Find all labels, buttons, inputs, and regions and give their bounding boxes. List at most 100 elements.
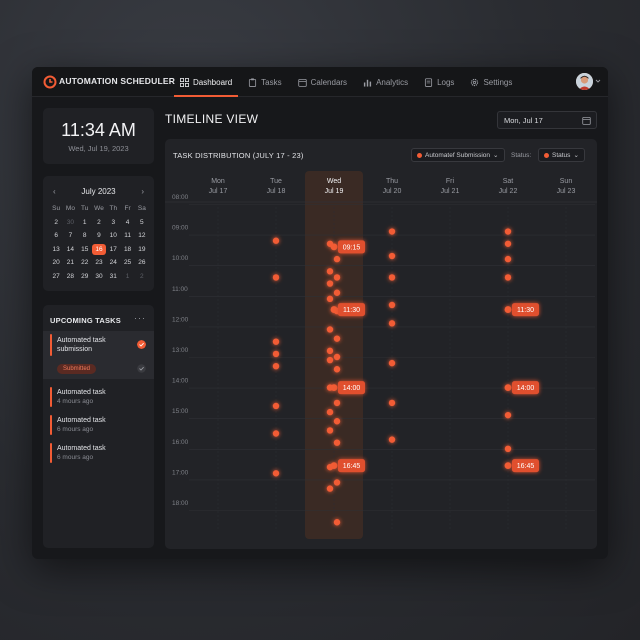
calendar-day[interactable]: 7 bbox=[68, 232, 73, 240]
calendar-month: July 2023 bbox=[81, 187, 116, 196]
task-point bbox=[388, 274, 396, 281]
calendar-day[interactable]: 23 bbox=[95, 259, 103, 267]
app-title: AUTOMATION SCHEDULER bbox=[59, 76, 176, 86]
calendar-weekday: Sa bbox=[137, 205, 146, 212]
task-item[interactable]: Automated task submission Submitted bbox=[43, 331, 154, 379]
calendar-day[interactable]: 3 bbox=[111, 218, 116, 226]
user-avatar[interactable] bbox=[576, 73, 593, 90]
task-point bbox=[504, 411, 512, 419]
day-label: Thu bbox=[386, 178, 398, 185]
calendar-day[interactable]: 2 bbox=[140, 272, 144, 280]
task-point bbox=[272, 430, 280, 437]
check-circle-icon bbox=[137, 364, 146, 373]
calendar-day[interactable]: 2 bbox=[97, 218, 101, 226]
time-callout-label: 11:30 bbox=[517, 307, 534, 314]
calendar-day[interactable]: 19 bbox=[138, 245, 146, 253]
calendar-day[interactable]: 5 bbox=[140, 218, 144, 226]
task-point bbox=[388, 320, 396, 327]
task-item[interactable]: Automated task 6 mours ago bbox=[43, 415, 154, 439]
nav-tasks[interactable]: Tasks bbox=[240, 67, 289, 97]
calendar-day[interactable]: 30 bbox=[95, 272, 103, 280]
calendar-day[interactable]: 13 bbox=[52, 245, 60, 253]
task-item[interactable]: Automated task 6 mours ago bbox=[43, 443, 154, 467]
clock-card: 11:34 AM Wed, Jul 19, 2023 bbox=[43, 108, 154, 164]
calendar-day[interactable]: 14 bbox=[66, 245, 75, 253]
more-options-icon[interactable]: ··· bbox=[134, 313, 146, 323]
task-distribution-panel: 08:00 09:00 10:00 11:00 12:00 13:00 14:00 15:00… bbox=[165, 139, 597, 549]
calendar-day[interactable]: 15 bbox=[81, 245, 89, 253]
task-point bbox=[504, 462, 512, 470]
calendar-weekday: Th bbox=[109, 205, 118, 212]
calendar-day[interactable]: 2 bbox=[54, 218, 58, 226]
chevron-down-icon[interactable] bbox=[595, 78, 601, 84]
calendar-day[interactable]: 9 bbox=[97, 232, 101, 240]
hour-label: 15:00 bbox=[172, 408, 189, 415]
timeline-chart: 08:00 09:00 10:00 11:00 12:00 13:00 14:00 15:00… bbox=[165, 171, 597, 539]
nav-settings[interactable]: Settings bbox=[462, 67, 520, 97]
mini-calendar: ‹ July 2023 › Su Mo Tu We Th Fr Sa 2 30 1 2 3 4 5 6 7 8 9… bbox=[43, 176, 154, 291]
calendar-day[interactable]: 12 bbox=[138, 232, 146, 240]
task-point bbox=[504, 445, 512, 452]
task-accent-bar bbox=[50, 387, 52, 407]
task-point bbox=[504, 228, 512, 235]
calendar-day[interactable]: 20 bbox=[52, 259, 60, 267]
status-filter[interactable]: Status ⌄ bbox=[538, 148, 585, 162]
status-dot-icon bbox=[417, 152, 422, 158]
calendar-day[interactable]: 17 bbox=[109, 245, 117, 253]
calendar-day[interactable]: 4 bbox=[125, 218, 130, 226]
calendar-day[interactable]: 24 bbox=[109, 259, 117, 267]
chevron-left-icon[interactable]: ‹ bbox=[53, 187, 56, 196]
task-name: Automated task bbox=[57, 445, 106, 452]
time-callout bbox=[338, 381, 365, 395]
calendar-day[interactable]: 1 bbox=[125, 272, 130, 280]
calendar-weekday: We bbox=[94, 205, 104, 212]
upcoming-tasks-card: UPCOMING TASKS ··· Automated task submis… bbox=[43, 305, 154, 548]
chevron-right-icon[interactable]: › bbox=[141, 187, 144, 196]
task-point bbox=[333, 479, 341, 486]
nav-calendars-label: Calendars bbox=[310, 77, 348, 87]
calendar-day[interactable]: 21 bbox=[66, 259, 75, 267]
nav-dashboard-label: Dashboard bbox=[193, 77, 233, 87]
time-callout-label: 16:45 bbox=[517, 463, 535, 470]
time-callout bbox=[338, 459, 365, 473]
calendar-day[interactable]: 25 bbox=[123, 259, 132, 267]
calendar-day-selected[interactable]: 16 bbox=[91, 243, 107, 256]
task-item[interactable]: Automated task 4 mours ago bbox=[43, 387, 154, 411]
calendar-day[interactable]: 22 bbox=[81, 259, 89, 267]
date-picker-value: Mon, Jul 17 bbox=[504, 116, 543, 125]
calendar-day[interactable]: 1 bbox=[82, 218, 87, 226]
task-point bbox=[333, 519, 341, 526]
calendar-day[interactable]: 11 bbox=[124, 232, 131, 240]
time-callout-label: 09:15 bbox=[343, 244, 361, 251]
task-type-filter[interactable]: Automatef Submission ⌄ bbox=[411, 148, 505, 162]
calendar-day[interactable]: 31 bbox=[109, 272, 117, 280]
time-callout-label: 16:45 bbox=[343, 463, 361, 470]
task-point bbox=[272, 350, 280, 358]
nav-dashboard[interactable]: Dashboard bbox=[172, 67, 240, 97]
calendar-day[interactable]: 18 bbox=[123, 245, 132, 253]
task-point bbox=[326, 485, 334, 492]
day-label: Fri bbox=[446, 178, 455, 185]
hour-label: 13:00 bbox=[172, 347, 189, 354]
calendar-day[interactable]: 10 bbox=[109, 232, 117, 240]
nav-logs[interactable]: Logs bbox=[416, 67, 462, 97]
calendar-day[interactable]: 29 bbox=[81, 272, 89, 280]
calendar-weekday: Tu bbox=[81, 205, 89, 212]
date-picker[interactable]: Mon, Jul 17 bbox=[497, 111, 597, 129]
calendar-day[interactable]: 27 bbox=[52, 272, 60, 280]
gear-icon bbox=[471, 78, 479, 86]
calendar-weekday: Mo bbox=[65, 205, 75, 212]
hour-label: 16:00 bbox=[172, 439, 189, 446]
nav-logs-label: Logs bbox=[437, 77, 455, 87]
calendar-day[interactable]: 28 bbox=[66, 272, 75, 280]
calendar-day[interactable]: 26 bbox=[138, 259, 146, 267]
calendar-icon bbox=[582, 116, 591, 125]
calendar-weekday: Fr bbox=[124, 205, 131, 212]
calendar-day[interactable]: 8 bbox=[82, 232, 87, 240]
calendar-day[interactable]: 30 bbox=[66, 218, 75, 226]
calendar-day[interactable]: 6 bbox=[54, 232, 58, 240]
user-avatar-icon bbox=[576, 73, 593, 90]
nav-analytics[interactable]: Analytics bbox=[355, 67, 416, 97]
nav-calendars[interactable]: Calendars bbox=[290, 67, 355, 97]
task-point bbox=[504, 384, 512, 391]
